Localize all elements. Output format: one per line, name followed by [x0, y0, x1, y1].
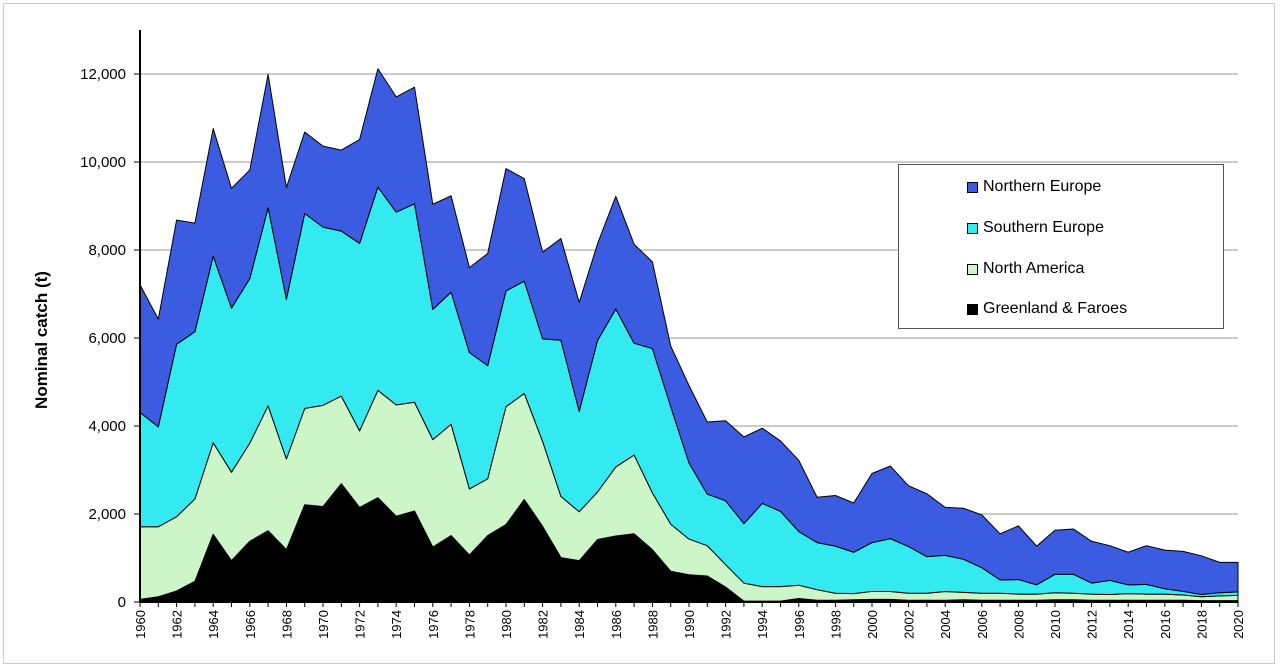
y-tick-label: 10,000 [80, 154, 126, 171]
x-tick-label: 2014 [1121, 610, 1136, 639]
y-axis-label: Nominal catch (t) [32, 271, 51, 409]
legend-item-greenland-faroes: Greenland & Faroes [967, 299, 1127, 319]
axes: 0 2,000 4,000 6,000 8,000 10,000 12,000 1960 196… [80, 30, 1246, 639]
x-tick-label: 1978 [462, 610, 477, 639]
x-tick-label: 1994 [755, 610, 770, 639]
x-tick-label: 1972 [353, 610, 368, 639]
x-tick-label: 2012 [1085, 610, 1100, 639]
legend: Northern Europe Southern Europe North Am… [898, 164, 1224, 329]
x-tick-label: 1970 [316, 610, 331, 639]
x-tick-label: 2000 [865, 610, 880, 639]
x-tick-label: 1974 [389, 610, 404, 639]
x-tick-label: 1966 [243, 610, 258, 639]
area-northern-europe [139, 68, 1239, 596]
legend-item-north-america: North America [967, 259, 1084, 279]
x-tick-label: 1986 [609, 610, 624, 639]
x-tick-label: 1996 [792, 610, 807, 639]
y-tick-label: 8,000 [88, 242, 126, 259]
x-tick-label: 1960 [133, 610, 148, 639]
series-areas [139, 68, 1239, 603]
y-tick-label: 0 [118, 594, 126, 611]
y-tick-label: 6,000 [88, 330, 126, 347]
legend-swatch-greenland-faroes [967, 303, 978, 315]
x-tick-label: 1968 [279, 610, 294, 639]
legend-swatch-north-america [967, 263, 978, 275]
x-tick-label: 1962 [170, 610, 185, 639]
x-tick-label: 2004 [938, 610, 953, 639]
legend-label-northern-europe: Northern Europe [983, 178, 1102, 195]
legend-swatch-southern-europe [967, 222, 978, 234]
legend-label-north-america: North America [983, 260, 1085, 277]
x-tick-label: 2006 [975, 610, 990, 639]
x-tick-label: 1980 [499, 610, 514, 639]
x-tick-label: 1990 [682, 610, 697, 639]
x-tick-label: 1976 [426, 610, 441, 639]
x-tick-label: 1982 [536, 610, 551, 639]
x-tick-label: 1964 [206, 610, 221, 639]
legend-label-southern-europe: Southern Europe [983, 219, 1104, 236]
x-tick-label: 2016 [1158, 610, 1173, 639]
x-tick-label: 2018 [1194, 610, 1209, 639]
legend-item-southern-europe: Southern Europe [967, 218, 1104, 238]
y-tick-label: 12,000 [80, 66, 126, 83]
legend-label-greenland-faroes: Greenland & Faroes [983, 300, 1128, 317]
legend-swatch-northern-europe [967, 181, 978, 193]
x-tick-label: 1992 [719, 610, 734, 639]
x-tick-label: 1998 [828, 610, 843, 639]
x-tick-label: 2010 [1048, 610, 1063, 639]
x-tick-label: 1988 [645, 610, 660, 639]
x-tick-label: 2002 [902, 610, 917, 639]
x-tick-label: 1984 [572, 610, 587, 639]
legend-item-northern-europe: Northern Europe [967, 177, 1101, 197]
y-tick-label: 2,000 [88, 506, 126, 523]
y-tick-label: 4,000 [88, 418, 126, 435]
x-tick-label: 2008 [1011, 610, 1026, 639]
x-tick-label: 2020 [1231, 610, 1246, 639]
